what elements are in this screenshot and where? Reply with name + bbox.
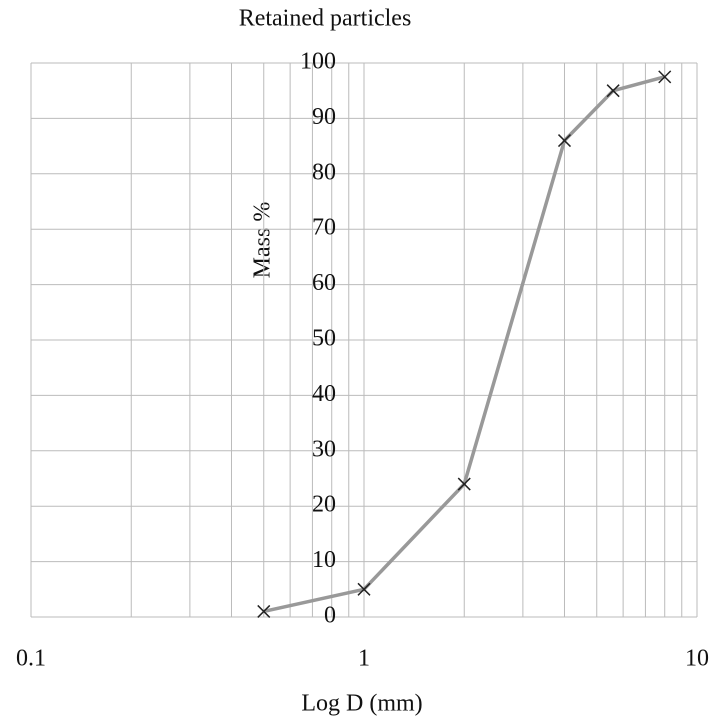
data-point [658,70,672,84]
y-tick-label: 70 [312,215,336,241]
y-tick-label: 0 [324,603,336,629]
data-point [457,477,471,491]
y-tick-label: 30 [312,436,336,462]
y-tick-label: 40 [312,381,336,407]
y-tick-label: 80 [312,159,336,185]
data-point [606,84,620,98]
data-point [257,604,271,618]
x-tick-label: 10 [685,646,709,672]
y-tick-label: 100 [300,49,336,75]
y-axis-label: Mass % [250,202,276,279]
y-tick-label: 90 [312,104,336,130]
y-tick-label: 20 [312,492,336,518]
x-axis-label: Log D (mm) [301,691,422,717]
x-tick-label: 1 [358,646,370,672]
data-point [557,134,572,148]
x-tick-label: 0.1 [16,646,46,672]
y-tick-label: 60 [312,270,336,296]
chart-title: Retained particles [239,6,412,32]
y-tick-label: 50 [312,326,336,352]
data-line [263,75,666,614]
plot: 0 10 20 30 40 50 60 70 80 90 100 0.1 1 10 [16,49,709,672]
y-tick-label: 10 [312,547,336,573]
data-point [357,582,371,596]
